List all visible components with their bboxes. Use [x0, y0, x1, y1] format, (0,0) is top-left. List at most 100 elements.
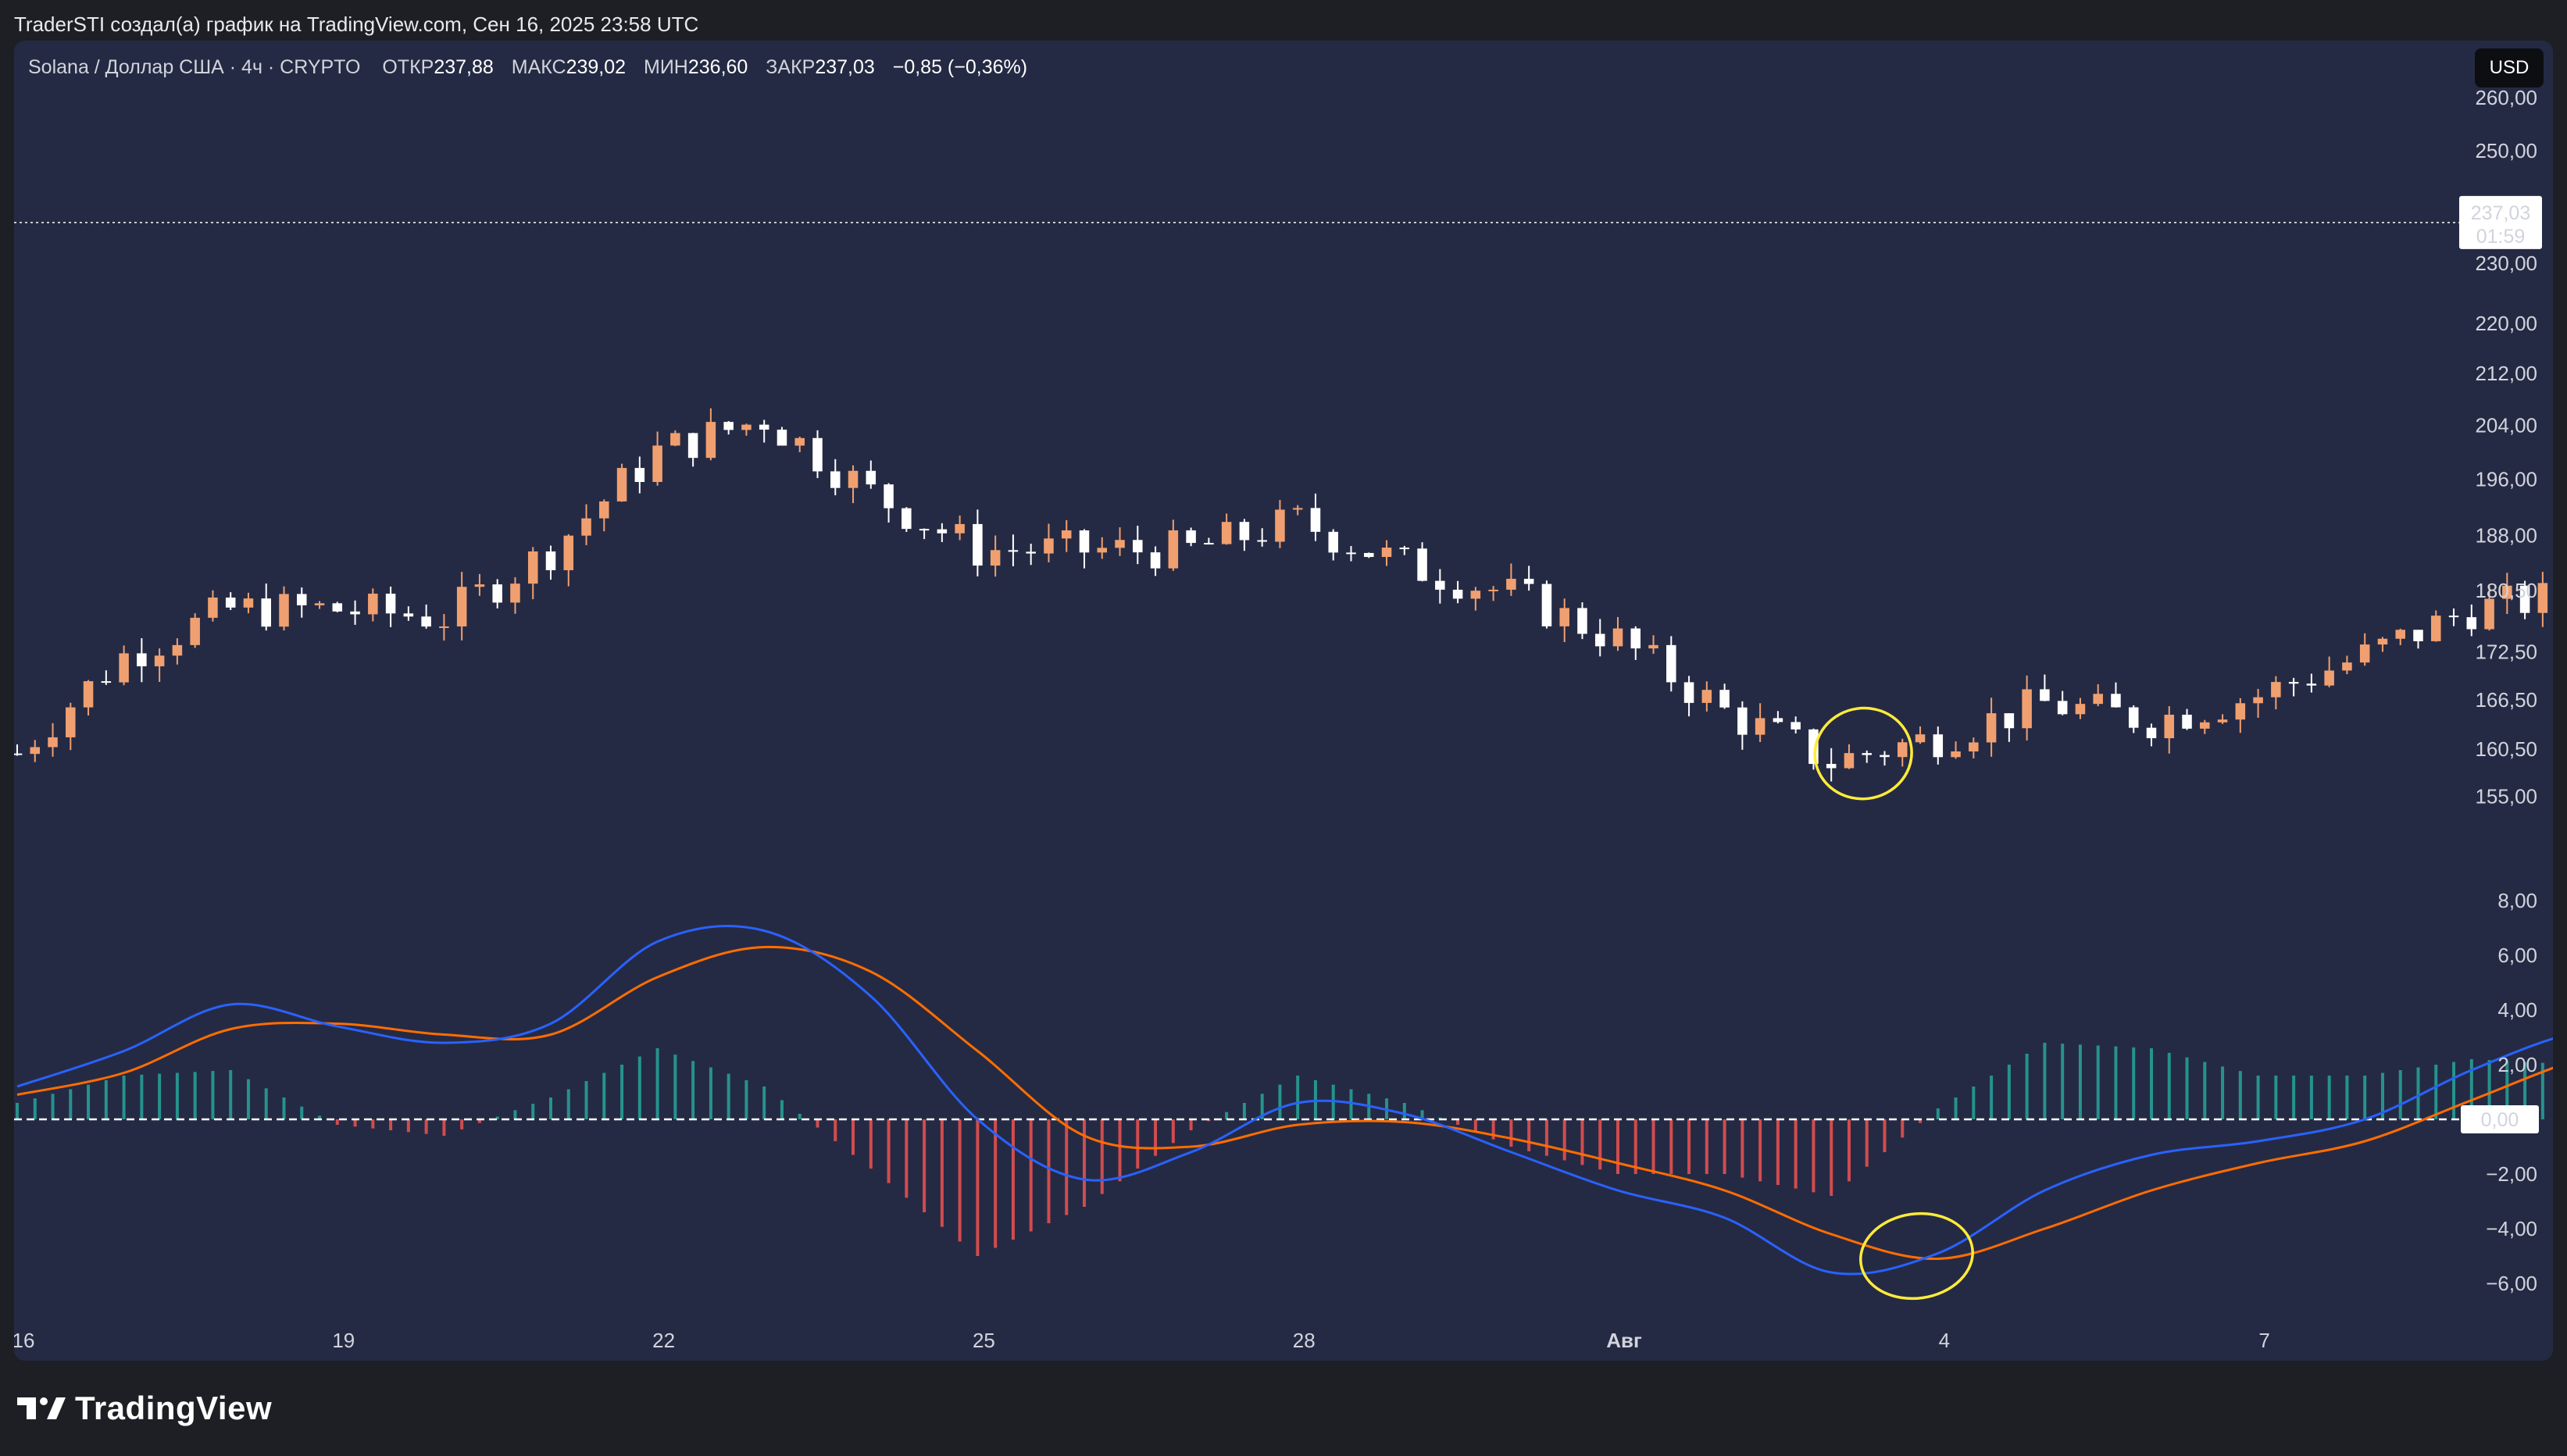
- candle-body: [2235, 703, 2246, 720]
- candle: [1701, 681, 1712, 712]
- high-value: 239,02: [566, 56, 627, 78]
- candle-body: [1097, 548, 1108, 553]
- candle-body: [901, 508, 912, 530]
- candle: [563, 534, 574, 587]
- tradingview-logo-icon: [17, 1397, 66, 1419]
- candle-body: [1364, 552, 1374, 558]
- high-label: МАКС: [511, 56, 566, 78]
- candle-body: [1310, 508, 1321, 532]
- macd-axis-tick-label: −6,00: [2486, 1272, 2537, 1295]
- chart-canvas[interactable]: 155,00160,50166,50172,50180,50188,00196,…: [14, 41, 2553, 1361]
- candle: [1328, 529, 1338, 561]
- macd-line[interactable]: [16, 909, 2553, 1276]
- macd-axis-tick-label: 6,00: [2497, 944, 2537, 967]
- candle: [439, 614, 449, 641]
- candle-body: [1435, 580, 1445, 590]
- candle-body: [332, 603, 343, 612]
- candle-body: [830, 471, 841, 488]
- candle-body: [1470, 591, 1481, 599]
- candle: [456, 572, 467, 641]
- macd-signal-line[interactable]: [16, 934, 2553, 1261]
- candle-body: [2022, 689, 2032, 729]
- candle: [599, 499, 609, 532]
- candle: [385, 586, 396, 627]
- candle: [1168, 519, 1179, 571]
- candle: [1257, 528, 1267, 547]
- annotation-circles[interactable]: [1809, 123, 2553, 1306]
- candle-body: [1523, 578, 1534, 584]
- macd-histogram[interactable]: [16, 1026, 2553, 1256]
- candle: [884, 483, 894, 523]
- candle-body: [368, 594, 378, 615]
- candle-body: [884, 484, 894, 509]
- candle-body: [225, 597, 236, 608]
- candle: [973, 509, 983, 576]
- candle-body: [866, 470, 876, 485]
- candle: [2271, 676, 2281, 710]
- candle-body: [1701, 690, 1712, 703]
- candle: [48, 723, 58, 757]
- candle: [119, 645, 129, 686]
- candle: [492, 579, 502, 608]
- price-axis-tick-label: 196,00: [2475, 468, 2537, 491]
- candle-body: [670, 433, 680, 446]
- candle-body: [1061, 530, 1072, 539]
- candle: [101, 670, 112, 685]
- last-price-label-bg: [2459, 195, 2542, 249]
- candle: [2448, 608, 2459, 626]
- candle: [1612, 616, 1623, 651]
- candle-body: [581, 518, 591, 536]
- candle: [901, 507, 912, 532]
- candle-body: [919, 529, 930, 531]
- tradingview-brand[interactable]: TradingView: [17, 1389, 272, 1428]
- candle: [2413, 630, 2423, 649]
- candle: [332, 601, 343, 612]
- candle: [2111, 682, 2121, 708]
- low-label: МИН: [644, 56, 688, 78]
- candle-body: [1221, 522, 1232, 544]
- candle-body: [66, 707, 76, 737]
- candle: [634, 456, 645, 494]
- candle: [1683, 676, 1694, 717]
- candle-body: [1346, 552, 1356, 555]
- candle: [225, 592, 236, 610]
- candle-body: [599, 501, 609, 519]
- candle: [1862, 750, 1872, 763]
- candle-body: [83, 681, 94, 708]
- candle-body: [1541, 583, 1552, 626]
- symbol-info-legend[interactable]: Solana / Доллар США · 4ч · CRYPTO ОТКР23…: [28, 53, 1027, 81]
- currency-button[interactable]: USD: [2475, 48, 2544, 87]
- candle: [1381, 540, 1392, 566]
- price-axis-tick-label: 260,00: [2475, 86, 2537, 109]
- candle-body: [439, 626, 449, 628]
- candle: [190, 613, 200, 648]
- price-candles[interactable]: [14, 156, 2553, 782]
- symbol-name[interactable]: Solana / Доллар США · 4ч · CRYPTO: [28, 56, 361, 78]
- price-axis-tick-label: 166,50: [2475, 688, 2537, 712]
- candle-body: [2502, 585, 2512, 599]
- candle-body: [208, 597, 218, 618]
- candle-body: [1773, 718, 1783, 723]
- candle-body: [1506, 578, 1516, 590]
- candle-body: [2075, 704, 2086, 715]
- candle: [243, 592, 254, 614]
- time-axis-tick-label: 19: [332, 1329, 355, 1352]
- candle: [1292, 505, 1303, 516]
- candle-body: [634, 468, 645, 483]
- candle-body: [1008, 550, 1019, 552]
- candle: [2022, 675, 2032, 740]
- candle: [208, 590, 218, 622]
- candle: [1310, 493, 1321, 541]
- candle: [1969, 737, 1979, 758]
- candle-body: [2377, 638, 2388, 645]
- candle-body: [2164, 714, 2175, 739]
- chart-panel[interactable]: 155,00 160,50 166,50 172,50 180,50 188,00 196,…: [14, 41, 2553, 1361]
- candle-body: [2519, 585, 2530, 613]
- candle: [705, 408, 716, 461]
- candle-body: [1844, 753, 1855, 769]
- candle: [616, 463, 627, 502]
- candle: [919, 528, 930, 540]
- candle-body: [1986, 713, 1997, 743]
- candle: [2128, 705, 2139, 733]
